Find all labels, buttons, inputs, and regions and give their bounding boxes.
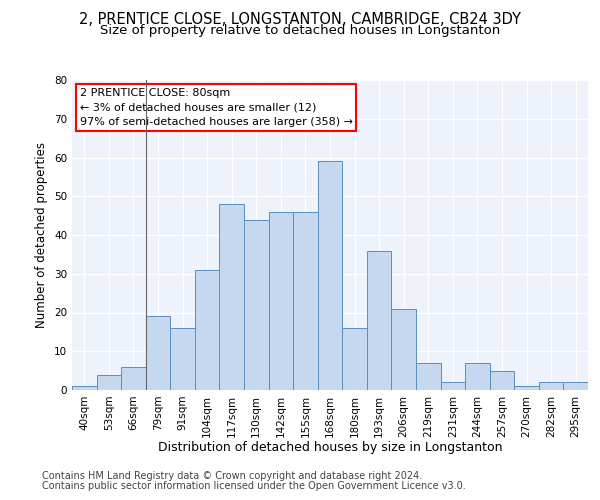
Bar	[416, 363, 440, 390]
Text: Contains HM Land Registry data © Crown copyright and database right 2024.: Contains HM Land Registry data © Crown c…	[42, 471, 422, 481]
Bar	[465, 363, 490, 390]
Y-axis label: Number of detached properties: Number of detached properties	[35, 142, 49, 328]
Bar	[72, 386, 97, 390]
Bar	[220, 204, 244, 390]
Bar	[293, 212, 318, 390]
Bar	[539, 382, 563, 390]
Bar	[440, 382, 465, 390]
Bar	[514, 386, 539, 390]
Bar	[121, 367, 146, 390]
Bar	[391, 308, 416, 390]
Bar	[269, 212, 293, 390]
Text: 2, PRENTICE CLOSE, LONGSTANTON, CAMBRIDGE, CB24 3DY: 2, PRENTICE CLOSE, LONGSTANTON, CAMBRIDG…	[79, 12, 521, 28]
Bar	[244, 220, 269, 390]
Bar	[97, 374, 121, 390]
Bar	[318, 162, 342, 390]
Bar	[563, 382, 588, 390]
Bar	[170, 328, 195, 390]
Bar	[490, 370, 514, 390]
Bar	[342, 328, 367, 390]
Text: 2 PRENTICE CLOSE: 80sqm
← 3% of detached houses are smaller (12)
97% of semi-det: 2 PRENTICE CLOSE: 80sqm ← 3% of detached…	[80, 88, 353, 128]
Text: Contains public sector information licensed under the Open Government Licence v3: Contains public sector information licen…	[42, 481, 466, 491]
Bar	[367, 250, 391, 390]
Text: Distribution of detached houses by size in Longstanton: Distribution of detached houses by size …	[158, 441, 502, 454]
Text: Size of property relative to detached houses in Longstanton: Size of property relative to detached ho…	[100, 24, 500, 37]
Bar	[146, 316, 170, 390]
Bar	[195, 270, 220, 390]
